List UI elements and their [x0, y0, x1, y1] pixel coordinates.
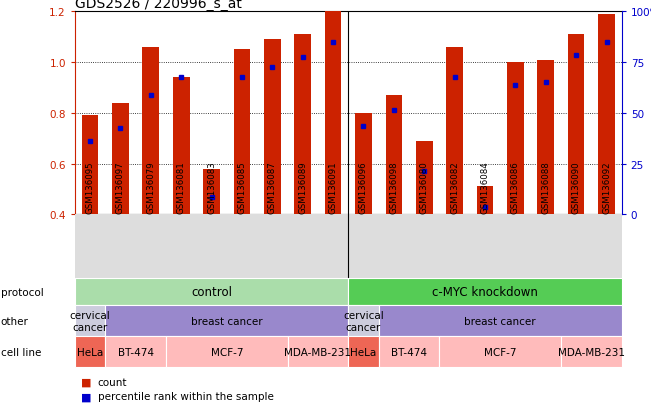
- Bar: [234, 50, 250, 215]
- Text: ■: ■: [81, 377, 92, 387]
- Text: BT-474: BT-474: [118, 347, 154, 357]
- Text: MDA-MB-231: MDA-MB-231: [284, 347, 352, 357]
- Text: HeLa: HeLa: [77, 347, 103, 357]
- Text: cell line: cell line: [1, 347, 41, 357]
- Bar: [264, 40, 281, 215]
- Bar: [385, 96, 402, 215]
- Bar: [143, 48, 159, 215]
- Text: cervical
cancer: cervical cancer: [343, 310, 384, 332]
- Text: MCF-7: MCF-7: [210, 347, 243, 357]
- Text: ■: ■: [81, 392, 92, 401]
- Bar: [507, 63, 523, 215]
- Bar: [477, 187, 493, 215]
- Bar: [82, 116, 98, 215]
- Bar: [598, 15, 615, 215]
- Text: BT-474: BT-474: [391, 347, 427, 357]
- Text: cervical
cancer: cervical cancer: [70, 310, 111, 332]
- Bar: [416, 141, 432, 215]
- Bar: [112, 104, 129, 215]
- Bar: [325, 12, 341, 215]
- Bar: [203, 169, 220, 215]
- Text: MCF-7: MCF-7: [484, 347, 516, 357]
- Bar: [537, 60, 554, 215]
- Text: control: control: [191, 286, 232, 299]
- Bar: [568, 35, 585, 215]
- Text: percentile rank within the sample: percentile rank within the sample: [98, 392, 273, 401]
- Text: GDS2526 / 220996_s_at: GDS2526 / 220996_s_at: [75, 0, 242, 12]
- Bar: [173, 78, 189, 215]
- Bar: [294, 35, 311, 215]
- Text: MDA-MB-231: MDA-MB-231: [558, 347, 625, 357]
- Text: c-MYC knockdown: c-MYC knockdown: [432, 286, 538, 299]
- Text: HeLa: HeLa: [350, 347, 376, 357]
- Text: count: count: [98, 377, 127, 387]
- Text: breast cancer: breast cancer: [464, 316, 536, 326]
- Bar: [446, 48, 463, 215]
- Bar: [355, 114, 372, 215]
- Text: other: other: [1, 316, 29, 326]
- Text: protocol: protocol: [1, 287, 44, 297]
- Text: breast cancer: breast cancer: [191, 316, 262, 326]
